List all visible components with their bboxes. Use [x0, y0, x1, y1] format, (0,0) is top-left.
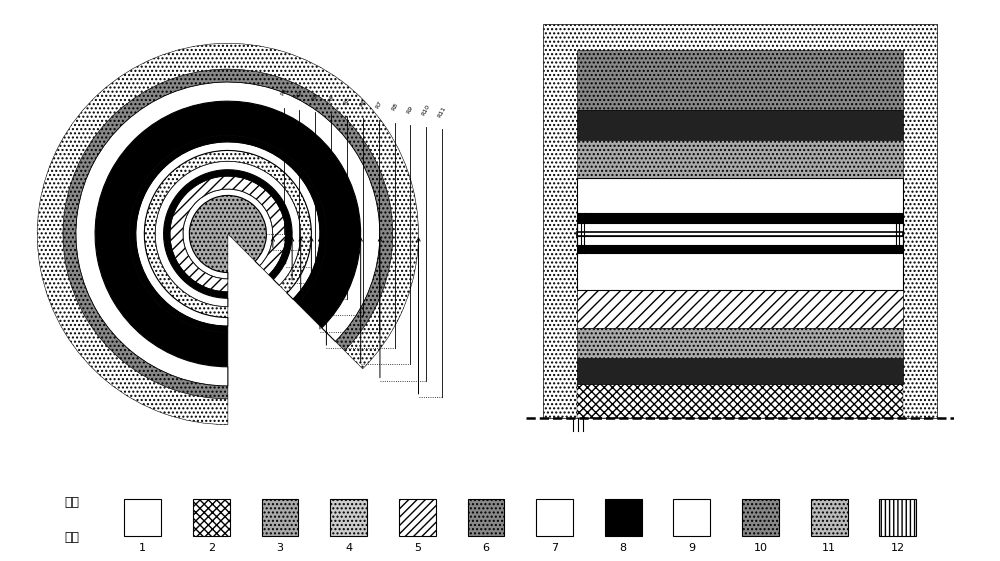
Bar: [468, 499, 504, 536]
Text: 4: 4: [345, 543, 352, 553]
Bar: [577, 289, 903, 328]
Text: R11: R11: [437, 105, 447, 118]
Bar: [577, 213, 903, 223]
Wedge shape: [37, 43, 419, 425]
Bar: [673, 499, 710, 536]
Bar: [742, 499, 779, 536]
Bar: [577, 236, 903, 245]
Wedge shape: [136, 142, 320, 326]
Wedge shape: [76, 82, 380, 386]
Bar: [577, 223, 903, 232]
Bar: [811, 499, 848, 536]
Text: R7: R7: [375, 100, 383, 110]
Bar: [577, 358, 903, 384]
Wedge shape: [183, 189, 273, 279]
Bar: [399, 499, 436, 536]
Bar: [262, 499, 298, 536]
Wedge shape: [63, 69, 393, 399]
Text: 11: 11: [822, 543, 836, 553]
Bar: [577, 110, 903, 140]
Text: R1: R1: [279, 88, 288, 97]
Bar: [605, 499, 642, 536]
Bar: [577, 328, 903, 358]
Text: 10: 10: [754, 543, 768, 553]
Bar: [330, 499, 367, 536]
Text: R8: R8: [390, 102, 399, 112]
Wedge shape: [95, 101, 361, 367]
Bar: [543, 24, 937, 418]
Bar: [536, 499, 573, 536]
Text: 6: 6: [482, 543, 489, 553]
Text: 编号: 编号: [64, 531, 79, 544]
Text: 7: 7: [551, 543, 558, 553]
Wedge shape: [144, 150, 311, 318]
Bar: [577, 140, 903, 178]
Text: 1: 1: [139, 543, 146, 553]
Bar: [124, 499, 161, 536]
Wedge shape: [164, 170, 292, 298]
Text: R9: R9: [406, 104, 415, 114]
Bar: [193, 499, 230, 536]
Bar: [577, 50, 903, 110]
Text: R6: R6: [359, 98, 367, 108]
Wedge shape: [189, 195, 266, 273]
Text: 9: 9: [688, 543, 695, 553]
Bar: [879, 499, 916, 536]
Text: 2: 2: [208, 543, 215, 553]
Text: 5: 5: [414, 543, 421, 553]
Text: R10: R10: [421, 103, 431, 116]
Text: R2: R2: [295, 89, 304, 99]
Text: R4: R4: [327, 94, 335, 103]
Bar: [577, 232, 903, 236]
Text: R5: R5: [343, 96, 351, 105]
Text: 12: 12: [891, 543, 905, 553]
Bar: [577, 245, 903, 253]
Bar: [577, 178, 903, 213]
Text: 图例: 图例: [64, 496, 79, 509]
Text: 3: 3: [277, 543, 284, 553]
Wedge shape: [170, 176, 286, 292]
Text: 8: 8: [620, 543, 627, 553]
Bar: [577, 253, 903, 289]
Text: R3: R3: [311, 91, 319, 101]
Wedge shape: [129, 135, 326, 333]
Bar: [577, 384, 903, 418]
Wedge shape: [155, 161, 301, 307]
